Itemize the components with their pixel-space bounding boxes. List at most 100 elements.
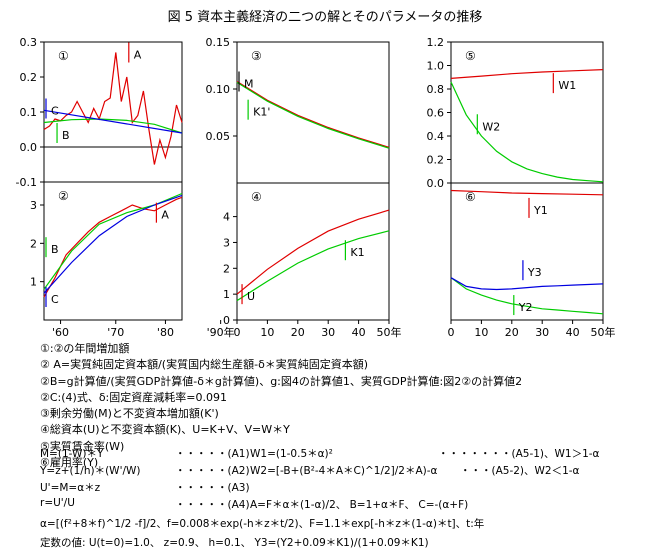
p4-xtick-label: 30 (321, 326, 335, 339)
formula-w2-cond: ・・・(A5-2)、W2＜1-α (460, 465, 580, 477)
p6-annotation-label: Y3 (527, 266, 542, 279)
p1-ytick-label: -0.1 (16, 176, 37, 189)
p6-xtick-label: 30 (535, 326, 549, 339)
formula-w2: W2=[-B+(B²-4＊A＊C)^1/2]/2＊A)-α (250, 465, 438, 477)
p4-ytick-label: 1 (223, 288, 230, 301)
p4-xtick-label: 40 (352, 326, 366, 339)
p4-xtick-label: 50年 (377, 325, 402, 339)
figure-title: 図 5 資本主義経済の二つの解とそのパラメータの推移 (167, 10, 483, 25)
p1-ytick-label: 0.3 (20, 36, 38, 49)
p4-xtick-label: 0 (234, 326, 241, 339)
p2-series-a (43, 196, 183, 298)
p3-ytick-label: 0.15 (206, 36, 231, 49)
p3-ytick-label: 0.05 (206, 130, 231, 143)
formula-a1-ref: ・・・・・(A1) (175, 448, 250, 460)
p6-frame (450, 182, 604, 321)
p1-ytick-label: 0.1 (20, 106, 38, 119)
p3-series-m (236, 80, 390, 148)
p6-xtick-label: 0 (448, 326, 455, 339)
formula-a4-ref: ・・・・・(A4) (175, 499, 250, 511)
p5-series-w1 (450, 69, 604, 79)
p6-xtick-label: 20 (505, 326, 519, 339)
p6-annotation-label: Y1 (533, 204, 548, 217)
p4-ytick-label: 3 (223, 236, 230, 249)
p3-panel-label: ③ (251, 49, 262, 63)
p5-annotation-label: W1 (558, 79, 576, 92)
p3-series-k1p (236, 81, 390, 149)
formula-constants: 定数の値: U(t=0)=1.0、 z=0.9、 h=0.1、 Y3=(Y2+0… (40, 537, 429, 549)
p1-annotation-label: B (62, 129, 70, 142)
p2-annotation-label: A (161, 209, 169, 222)
p5-frame (450, 41, 604, 184)
formula-a2-ref: ・・・・・(A2) (175, 465, 250, 477)
p4-ytick-label: 4 (223, 211, 230, 224)
p2-series-c (43, 194, 183, 294)
note-7: ⑤実質賃金率(W) (40, 439, 125, 453)
p5-ytick-label: 0.4 (427, 130, 445, 143)
note-1: ①:②の年間増加額 (40, 342, 130, 355)
p1-ytick-label: 0.2 (20, 71, 38, 84)
formula-a3-ref: ・・・・・(A3) (175, 482, 250, 494)
p5-ytick-label: 0.0 (427, 177, 445, 190)
p6-panel-label: ⑥ (465, 190, 476, 204)
note-4: ②C:(4)式、δ:固定資産減耗率=0.091 (40, 390, 227, 404)
p1-series-c (43, 109, 183, 134)
p4-ytick-label: 0 (223, 314, 230, 327)
p4-panel-label: ④ (251, 190, 262, 204)
p2-panel-label: ② (58, 189, 69, 203)
note-5: ③剰余労働(M)と不変資本増加額(K') (40, 407, 219, 421)
p4-xtick-label: 10 (260, 326, 274, 339)
formula-a1: M=(1-W)＊Y (40, 448, 104, 460)
p6-xtick-label: 50年 (591, 325, 616, 339)
p6-series-y1 (450, 189, 604, 196)
p2-annotation-label: B (51, 243, 59, 256)
formulas: M=(1-W)＊Y ・・・・・(A1) W1=(1-0.5＊α)² ・・・・・・… (40, 444, 640, 560)
p4-series-u (236, 209, 390, 295)
p1-panel-label: ① (58, 49, 69, 63)
p1-series-a (43, 52, 183, 165)
p5-ytick-label: 0.8 (427, 83, 445, 96)
p2-xtick-label: '70 (107, 326, 124, 339)
p5-panel-label: ⑤ (465, 49, 476, 63)
note-3: ②B=g計算値/(実質GDP計算値-δ＊g計算値)、g:図4の計算値1、実質GD… (40, 374, 523, 388)
formula-w1-cond: ・・・・・・・(A5-1)、W1＞1-α (438, 448, 600, 460)
p2-ytick-label: 1 (30, 276, 37, 289)
p5-series-w2 (450, 81, 604, 183)
formula-a3: U'=M=α＊z (40, 482, 101, 494)
formula-a4: r=U'/U (40, 497, 75, 509)
p2-xtick-label: '60 (52, 326, 69, 339)
p4-ytick-label: 2 (223, 262, 230, 275)
formula-alpha: α=[(f²+8＊f)^1/2 -f]/2、f=0.008＊exp(-h＊z＊t… (40, 518, 485, 530)
p2-xtick-label: '90年 (207, 325, 235, 339)
p2-xtick-label: '80 (157, 326, 174, 339)
p5-annotation-label: W2 (482, 120, 500, 133)
p1-ytick-label: 0.0 (20, 141, 38, 154)
p1-series-b (43, 118, 183, 134)
p5-ytick-label: 1.0 (427, 60, 445, 73)
p4-xtick-label: 20 (291, 326, 305, 339)
p3-annotation-label: K1' (253, 106, 270, 119)
p4-annotation-label: K1 (350, 246, 364, 259)
charts-area: 0.30.20.10.0-0.1① ABC321'60'70'80'90年②ABC… (16, 36, 616, 339)
p3-annotation-label: M (244, 77, 254, 90)
p4-frame (236, 182, 390, 321)
p2-frame (43, 181, 183, 321)
p5-ytick-label: 0.2 (427, 154, 445, 167)
p6-annotation-label: Y2 (518, 301, 533, 314)
p6-xtick-label: 40 (566, 326, 580, 339)
note-6: ④総資本(U)と不変資本額(K)、U=K+V、V=W＊Y (40, 423, 290, 437)
formula-a2: Y=z+(1/h)＊(W'/W) (40, 465, 141, 477)
p6-series-y2 (450, 277, 604, 315)
p5-ytick-label: 0.6 (427, 107, 445, 120)
p1-annotation-label: C (51, 105, 59, 118)
p6-xtick-label: 10 (474, 326, 488, 339)
p4-series-k1 (236, 230, 390, 302)
formula-abc: A=F＊α＊(1-α)/2、 B=1+α＊F、 C=-(α+F) (250, 499, 469, 511)
p1-annotation-label: A (134, 49, 142, 62)
p3-ytick-label: 0.10 (206, 83, 231, 96)
notes: ①:②の年間増加額 ② A=実質純固定資本額/(実質国内総生産額-δ＊実質純固定… (40, 341, 522, 471)
note-8: ⑥雇用率(Y) (40, 456, 99, 470)
p2-annotation-label: C (51, 293, 59, 306)
p4-annotation-label: U (247, 290, 255, 303)
p6-series-y3 (450, 277, 604, 291)
